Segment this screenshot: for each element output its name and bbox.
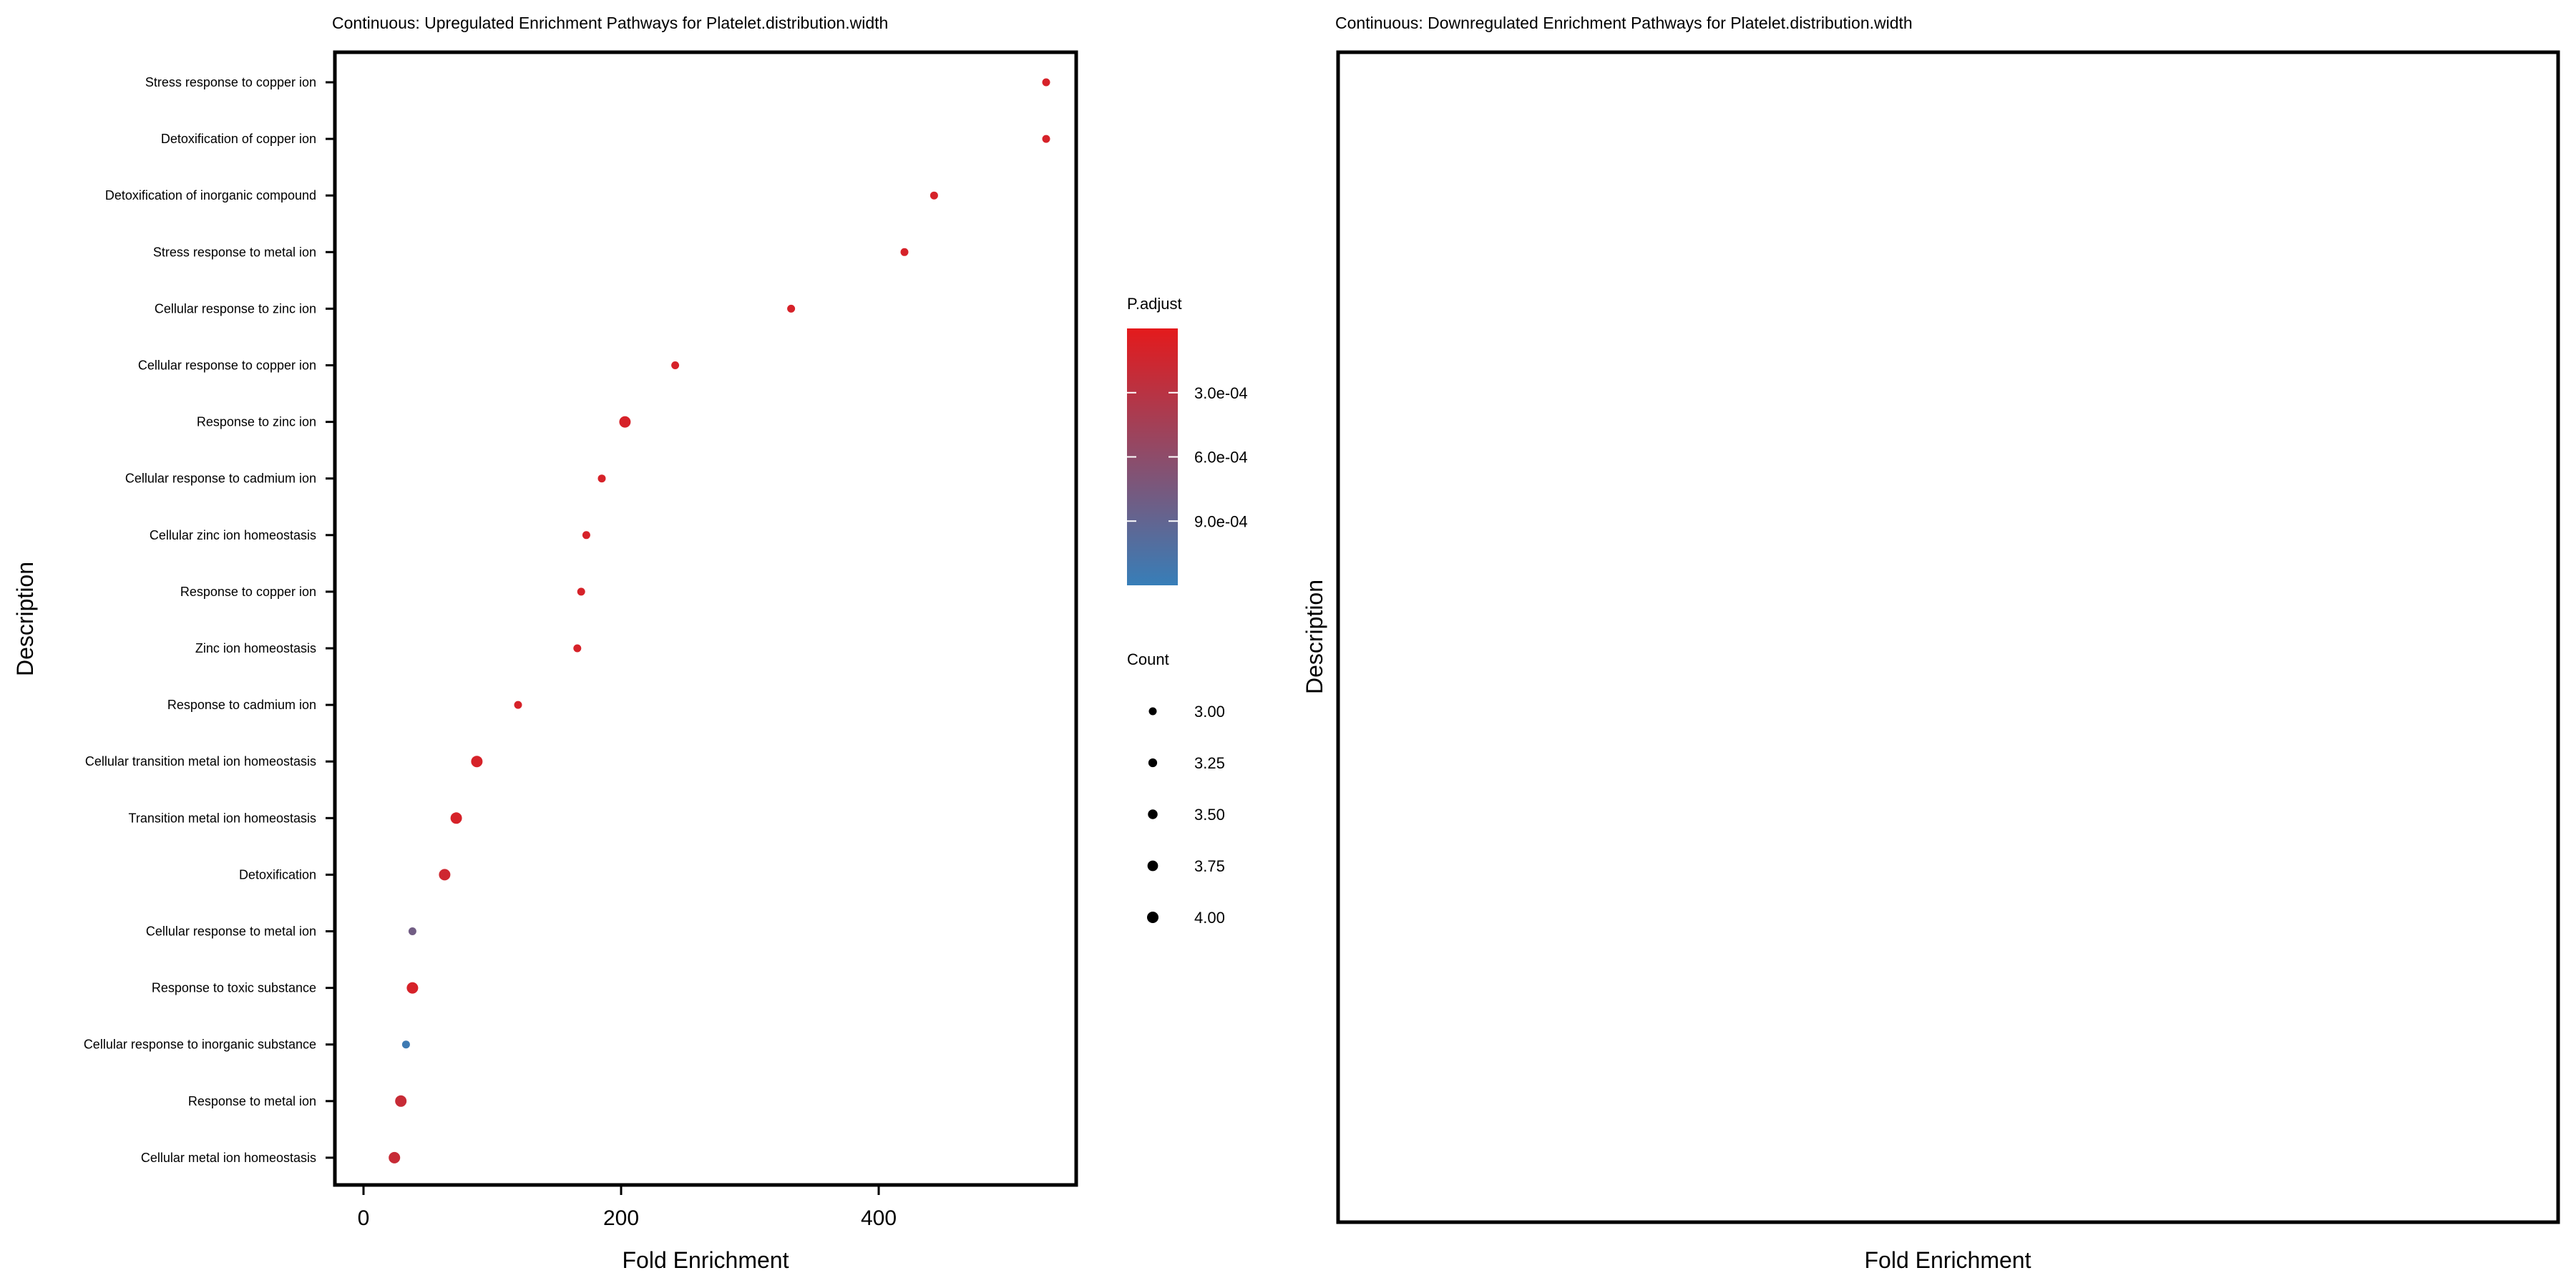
category-label: Cellular response to metal ion: [146, 924, 316, 939]
data-point: [1042, 78, 1050, 87]
up-chart: Continuous: Upregulated Enrichment Pathw…: [12, 14, 1078, 1273]
up-x-axis-label: Fold Enrichment: [623, 1247, 789, 1273]
data-point: [582, 531, 590, 540]
category-label: Transition metal ion homeostasis: [129, 811, 316, 825]
data-point: [395, 1095, 407, 1107]
color-legend-ticks: 3.0e-04 6.0e-04 9.0e-04: [1127, 384, 1248, 530]
color-legend-label: 6.0e-04: [1194, 449, 1248, 467]
up-y-axis-label: Description: [12, 562, 38, 676]
category-label: Cellular response to inorganic substance: [84, 1038, 316, 1052]
data-point: [1042, 135, 1050, 143]
category-label: Cellular transition metal ion homeostasi…: [85, 754, 316, 769]
category-label: Response to zinc ion: [197, 415, 316, 429]
size-legend-label: 3.00: [1194, 703, 1225, 721]
category-label: Response to metal ion: [188, 1094, 316, 1108]
data-point: [406, 982, 419, 994]
size-legend-dot: [1148, 707, 1157, 716]
data-point: [471, 756, 483, 768]
data-point: [597, 474, 606, 483]
size-legend-title: Count: [1127, 650, 1169, 668]
category-label: Stress response to copper ion: [145, 75, 316, 89]
category-label: Cellular metal ion homeostasis: [141, 1151, 316, 1165]
x-tick-label: 400: [861, 1206, 897, 1230]
x-tick-label: 0: [358, 1206, 370, 1230]
x-tick-label: 200: [603, 1206, 639, 1230]
color-legend-label: 9.0e-04: [1194, 512, 1248, 530]
size-legend-label: 3.75: [1194, 857, 1225, 875]
data-point: [671, 361, 680, 369]
size-legend-dot: [1148, 758, 1158, 768]
category-label: Response to copper ion: [180, 585, 316, 599]
category-label: Cellular response to cadmium ion: [125, 472, 316, 486]
category-label: Detoxification: [239, 867, 316, 882]
data-point: [408, 927, 416, 935]
category-label: Cellular response to zinc ion: [155, 301, 316, 316]
down-chart-title: Continuous: Downregulated Enrichment Pat…: [1335, 14, 1913, 32]
category-label: Response to toxic substance: [152, 981, 316, 995]
size-legend-dot: [1147, 860, 1158, 872]
category-label: Detoxification of inorganic compound: [105, 188, 316, 203]
data-point: [930, 191, 938, 200]
category-label: Stress response to metal ion: [153, 245, 316, 259]
category-label: Response to cadmium ion: [167, 698, 316, 712]
down-y-axis-label: Description: [1302, 580, 1327, 694]
size-legend-dot: [1148, 809, 1158, 819]
legend: P.adjust 3.0e-04 6.0e-04 9.0e-04 Count 3.0…: [1127, 295, 1248, 927]
down-plot-frame: [1336, 50, 2560, 1224]
size-legend-label: 3.50: [1194, 806, 1225, 824]
data-point: [401, 1040, 410, 1049]
down-chart: Continuous: Downregulated Enrichment Pat…: [1302, 14, 2560, 1273]
category-label: Zinc ion homeostasis: [195, 641, 316, 655]
size-legend-entries: 3.00 3.25 3.50 3.75 4.00: [1147, 703, 1225, 927]
color-legend-label: 3.0e-04: [1194, 384, 1248, 402]
size-legend-label: 3.25: [1194, 754, 1225, 772]
up-x-ticks: 0 200 400: [358, 1185, 897, 1230]
up-plot-frame: [333, 50, 1078, 1187]
up-chart-title: Continuous: Upregulated Enrichment Pathw…: [332, 14, 888, 32]
category-label: Detoxification of copper ion: [161, 132, 316, 146]
size-legend-label: 4.00: [1194, 909, 1225, 927]
size-legend-dot: [1147, 912, 1158, 923]
data-point: [573, 644, 582, 653]
data-point: [900, 248, 909, 256]
data-point: [450, 812, 462, 824]
category-label: Cellular zinc ion homeostasis: [150, 528, 316, 542]
category-label: Cellular response to copper ion: [138, 358, 316, 373]
data-point: [619, 416, 631, 428]
up-points: [389, 78, 1050, 1163]
down-x-axis-label: Fold Enrichment: [1865, 1247, 2031, 1273]
data-point: [577, 587, 585, 596]
data-point: [514, 701, 522, 709]
up-category-labels: Stress response to copper ion Detoxificat…: [84, 75, 335, 1165]
data-point: [389, 1151, 401, 1163]
color-legend-title: P.adjust: [1127, 295, 1182, 313]
data-point: [439, 869, 451, 881]
data-point: [787, 304, 796, 313]
